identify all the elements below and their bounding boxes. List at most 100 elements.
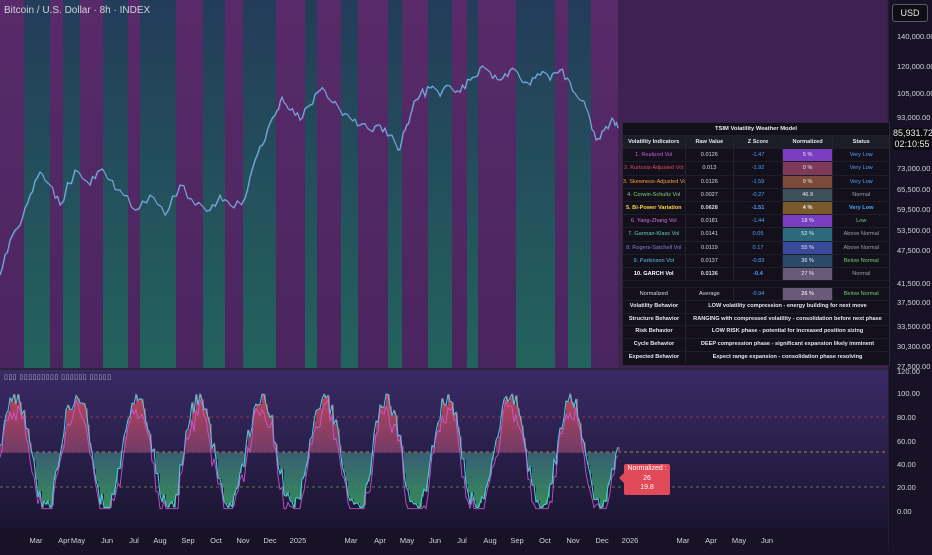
table-row: 9. Parkinson Vol 0.0137 -0.83 36 % Below Nor…: [623, 253, 889, 267]
table-row: 4. Corwin-Schultz Vol 0.0027 -0.27 46.9 Norm…: [623, 187, 889, 201]
summary-z: -0.94: [734, 288, 783, 301]
volatility-band: [478, 0, 516, 368]
time-tick-label: Sep: [510, 536, 523, 545]
price-tick-label: 27,500.00: [897, 362, 930, 371]
behavior-label: Risk Behavior: [623, 326, 686, 339]
time-tick-label: Apr: [58, 536, 70, 545]
status-value: Normal: [852, 191, 871, 198]
volatility-band: [203, 0, 225, 368]
col-header-z: Z Score: [734, 136, 783, 149]
table-row: 8. Rogers-Satchell Vol 0.0119 0.17 55 % Abov…: [623, 240, 889, 254]
price-line-shadow: [0, 66, 620, 276]
indicator-tick-label: 40.00: [897, 460, 916, 469]
behavior-rows: Volatility Behavior LOW volatility compre…: [623, 300, 889, 364]
normalized-value: 46.9: [782, 188, 834, 201]
table-row: 2. Kurtosis-Adjusted Vol 0.013 -1.92 0 % Ver…: [623, 161, 889, 175]
behavior-row: Volatility Behavior LOW volatility compre…: [623, 300, 889, 313]
time-tick-label: Oct: [539, 536, 552, 545]
raw-value: 0.0126: [686, 175, 735, 188]
behavior-row: Risk Behavior LOW RISK phase - potential …: [623, 325, 889, 339]
normalized-value: 18 %: [782, 215, 834, 228]
time-tick-label: Dec: [263, 536, 277, 545]
behavior-row: Structure Behavior RANGING with compresse…: [623, 312, 889, 326]
price-tick-label: 37,500.00: [897, 298, 930, 307]
price-tick-label: 93,000.00: [897, 113, 930, 122]
time-tick-label: Oct: [210, 536, 223, 545]
raw-value: 0.0136: [686, 267, 735, 281]
status-value: Below Normal: [843, 257, 879, 264]
summary-status: Below Normal: [843, 291, 879, 298]
price-line: [0, 65, 619, 276]
volatility-band: [402, 0, 428, 368]
volatility-band: [555, 0, 568, 368]
time-tick-label: Mar: [677, 536, 690, 545]
z-score: -1.44: [734, 215, 783, 228]
behavior-label: Structure Behavior: [623, 313, 686, 326]
indicator-name: 3. Skewness-Adjusted Vol: [623, 175, 686, 188]
time-tick-label: May: [71, 536, 85, 545]
raw-value: 0.013: [686, 162, 735, 175]
pane-separator: [0, 368, 888, 370]
current-price-value: 85,931.72: [893, 128, 932, 138]
status-value: Very Low: [848, 204, 874, 211]
volatility-band: [516, 0, 555, 368]
raw-value: 0.0027: [686, 188, 735, 201]
time-tick-label: Jun: [429, 536, 441, 545]
time-tick-label: Aug: [153, 536, 166, 545]
price-axis-bg: [888, 0, 932, 550]
price-tick-label: 120,000.00: [897, 62, 932, 71]
status-value: Very Low: [849, 165, 873, 172]
volatility-table: TSIM Volatility Weather Model Volatility…: [622, 122, 890, 366]
volatility-band: [24, 0, 50, 368]
behavior-value: Expect range expansion - consolidation p…: [712, 353, 863, 360]
price-tick-label: 73,000.00: [897, 164, 930, 173]
table-header-row: Volatility Indicators Raw Value Z Score …: [623, 135, 889, 149]
z-score: -1.92: [734, 162, 783, 175]
volatility-band: [225, 0, 243, 368]
table-divider: [623, 280, 889, 287]
raw-value: 0.0119: [686, 241, 735, 254]
currency-button[interactable]: USD: [892, 4, 928, 22]
volatility-band: [452, 0, 467, 368]
behavior-label: Expected Behavior: [623, 351, 686, 364]
raw-value: 0.0141: [686, 228, 735, 241]
volatility-band: [276, 0, 305, 368]
z-score: 0.05: [734, 228, 783, 241]
time-tick-label: 2025: [290, 536, 307, 545]
normalized-value: 4 %: [782, 201, 834, 215]
behavior-value: LOW RISK phase - potential for increased…: [711, 328, 864, 335]
time-axis-bg: [0, 528, 888, 550]
summary-normalized: 26 %: [782, 288, 834, 301]
volatility-band: [467, 0, 478, 368]
indicator-name: 9. Parkinson Vol: [623, 254, 686, 267]
price-tick-label: 41,500.00: [897, 279, 930, 288]
volatility-band: [305, 0, 317, 368]
status-value: Above Normal: [843, 244, 879, 251]
normalized-value: 0 %: [782, 162, 834, 175]
indicator-name: 8. Rogers-Satchell Vol: [623, 241, 686, 254]
z-score: -1.59: [734, 175, 783, 188]
behavior-value: DEEP compression phase - significant exp…: [700, 341, 875, 348]
table-row: 1. Realized Vol 0.0126 -1.47 5 % Very Low: [623, 148, 889, 162]
price-tick-label: 33,500.00: [897, 322, 930, 331]
volatility-band: [428, 0, 452, 368]
volatility-band: [140, 0, 176, 368]
indicator-name: 4. Corwin-Schultz Vol: [623, 188, 686, 201]
time-tick-label: Jun: [101, 536, 113, 545]
indicator-tick-label: 100.00: [897, 389, 920, 398]
time-tick-label: Apr: [374, 536, 386, 545]
normalized-value: 5 %: [782, 149, 834, 162]
time-tick-label: Jul: [129, 536, 139, 545]
time-tick-label: Mar: [30, 536, 43, 545]
current-price-badge: 85,931.72 02:10:55: [893, 128, 932, 150]
time-tick-label: Jun: [761, 536, 773, 545]
raw-value: 0.0126: [686, 149, 735, 162]
price-tick-label: 30,300.00: [897, 342, 930, 351]
z-score: -0.4: [734, 267, 783, 281]
volatility-band: [317, 0, 341, 368]
volatility-band: [591, 0, 618, 368]
volatility-band: [128, 0, 140, 368]
time-tick-label: Aug: [483, 536, 496, 545]
tooltip-value-1: 26: [643, 474, 651, 482]
price-tick-label: 47,500.00: [897, 246, 930, 255]
